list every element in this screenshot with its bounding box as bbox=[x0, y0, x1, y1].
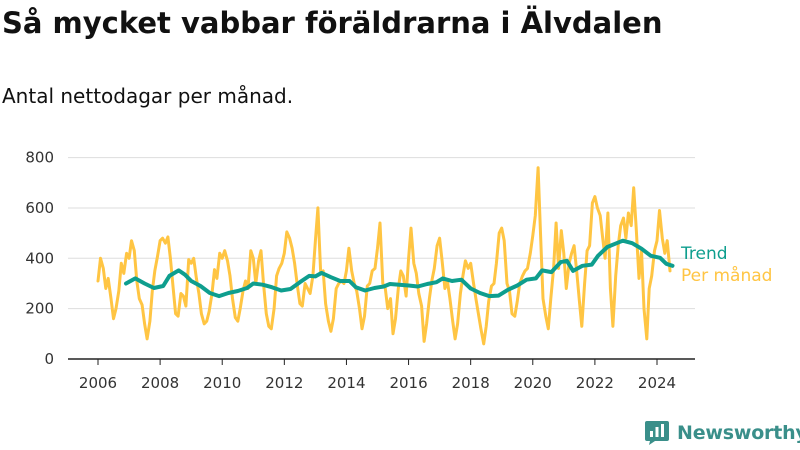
brand-logo: Newsworthy bbox=[644, 419, 800, 447]
x-tick-label: 2024 bbox=[638, 374, 676, 392]
x-tick-label: 2006 bbox=[79, 374, 117, 392]
chart-title: Så mycket vabbar föräldrarna i Älvdalen bbox=[2, 6, 663, 40]
x-tick-label: 2014 bbox=[327, 374, 365, 392]
chart-bubble-icon bbox=[645, 421, 669, 445]
axes: 0 200 400 600 800 2006 2008 2010 2012 2014 2016 201… bbox=[25, 149, 695, 392]
x-tick-label: 2010 bbox=[203, 374, 241, 392]
y-tick-label: 200 bbox=[25, 300, 54, 318]
monthly-series-line bbox=[96, 166, 672, 346]
y-tick-label: 400 bbox=[25, 249, 54, 267]
x-tick-label: 2008 bbox=[141, 374, 179, 392]
chart-subtitle: Antal nettodagar per månad. bbox=[2, 84, 294, 108]
series-lines bbox=[96, 166, 675, 346]
x-tick-label: 2018 bbox=[452, 374, 490, 392]
x-tick-label: 2020 bbox=[514, 374, 552, 392]
line-chart: 0 200 400 600 800 2006 2008 2010 2012 2014 2016 201… bbox=[25, 149, 772, 392]
brand-name: Newsworthy bbox=[677, 422, 800, 444]
legend-per-manad: Per månad bbox=[681, 265, 772, 286]
y-tick-label: 600 bbox=[25, 199, 54, 217]
y-tick-label: 0 bbox=[44, 350, 54, 368]
x-tick-label: 2016 bbox=[389, 374, 427, 392]
x-tick-label: 2022 bbox=[576, 374, 614, 392]
trend-series-line bbox=[124, 238, 675, 299]
gridlines bbox=[68, 157, 695, 310]
x-tick-label: 2012 bbox=[265, 374, 303, 392]
y-tick-label: 800 bbox=[25, 149, 54, 167]
legend-trend: Trend bbox=[680, 244, 728, 264]
